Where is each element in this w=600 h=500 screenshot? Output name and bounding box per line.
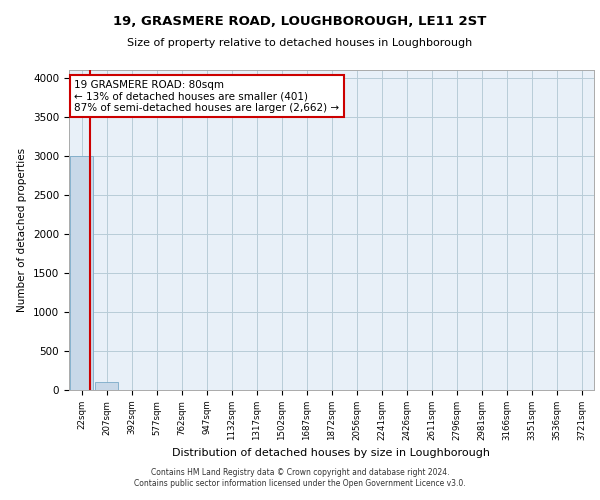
Text: 19 GRASMERE ROAD: 80sqm
← 13% of detached houses are smaller (401)
87% of semi-d: 19 GRASMERE ROAD: 80sqm ← 13% of detache… <box>74 80 340 113</box>
Text: Size of property relative to detached houses in Loughborough: Size of property relative to detached ho… <box>127 38 473 48</box>
Y-axis label: Number of detached properties: Number of detached properties <box>17 148 28 312</box>
Bar <box>95 382 118 390</box>
X-axis label: Distribution of detached houses by size in Loughborough: Distribution of detached houses by size … <box>173 448 491 458</box>
Text: 19, GRASMERE ROAD, LOUGHBOROUGH, LE11 2ST: 19, GRASMERE ROAD, LOUGHBOROUGH, LE11 2S… <box>113 15 487 28</box>
Text: Contains HM Land Registry data © Crown copyright and database right 2024.
Contai: Contains HM Land Registry data © Crown c… <box>134 468 466 487</box>
Bar <box>70 156 93 390</box>
